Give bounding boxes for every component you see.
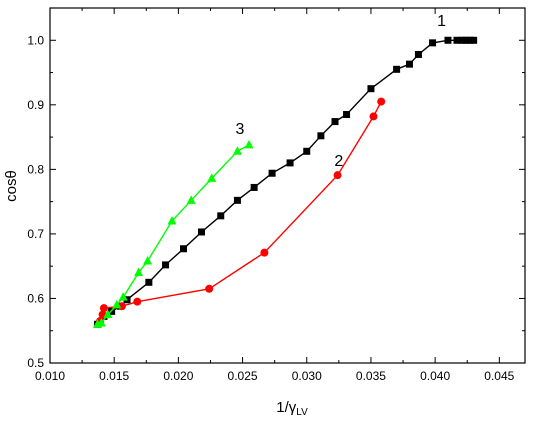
data-point-square	[331, 118, 339, 126]
data-point-square	[444, 36, 452, 44]
data-point-square	[470, 36, 478, 44]
x-tick-label: 0.025	[228, 369, 258, 383]
y-axis-title: cosθ	[3, 170, 20, 202]
data-point-square	[405, 60, 413, 68]
data-point-square	[393, 65, 401, 73]
series-layer	[93, 36, 478, 328]
data-point-triangle	[167, 216, 177, 225]
data-point-square	[286, 159, 294, 167]
axis-ticks	[49, 7, 525, 364]
series-labels: 1 2 3	[236, 13, 447, 170]
data-point-triangle	[207, 173, 217, 182]
data-point-square	[268, 169, 276, 177]
plot-frame	[49, 7, 526, 364]
series-label-3: 3	[236, 121, 245, 138]
data-point-square	[233, 196, 241, 204]
data-point-circle	[377, 97, 386, 106]
y-tick-label: 0.6	[27, 291, 44, 305]
y-tick-label: 0.9	[27, 98, 44, 112]
x-tick-label: 0.035	[356, 369, 386, 383]
data-point-triangle	[118, 292, 128, 301]
series-label-1: 1	[437, 13, 446, 30]
y-tick-label: 0.5	[27, 356, 44, 370]
data-point-square	[429, 39, 437, 47]
data-point-square	[145, 278, 153, 286]
data-point-circle	[205, 284, 214, 293]
data-point-triangle	[186, 195, 196, 204]
series-3	[93, 139, 254, 328]
y-tick-label: 1.0	[27, 33, 44, 47]
x-axis-title-main: 1/γ	[276, 399, 297, 416]
series-1	[94, 36, 478, 328]
y-tick-label: 0.8	[27, 162, 44, 176]
data-point-triangle	[134, 267, 144, 277]
data-point-square	[250, 183, 258, 191]
data-point-square	[162, 261, 170, 269]
data-point-square	[343, 111, 351, 118]
x-axis-title-sub: LV	[296, 407, 308, 418]
data-point-square	[197, 228, 205, 236]
series-2	[96, 97, 386, 326]
data-point-square	[303, 147, 311, 155]
data-point-square	[466, 36, 474, 44]
data-point-circle	[260, 248, 269, 257]
data-point-triangle	[96, 317, 106, 327]
series-line	[97, 144, 250, 325]
x-tick-label: 0.040	[420, 369, 450, 383]
tick-labels: 0.010 0.015 0.020 0.025 0.030 0.035 0.040 0.045…	[27, 33, 514, 383]
data-point-triangle	[112, 299, 122, 309]
data-point-triangle	[232, 146, 242, 155]
data-point-triangle	[143, 256, 153, 265]
data-point-triangle	[103, 309, 113, 319]
series-line	[96, 39, 474, 325]
x-tick-label: 0.010	[35, 369, 65, 383]
data-point-square	[317, 132, 325, 140]
x-tick-label: 0.020	[163, 369, 193, 383]
data-point-square	[217, 212, 225, 220]
data-point-square	[180, 245, 188, 253]
x-tick-label: 0.045	[484, 369, 514, 383]
x-axis-title: 1/γLV	[276, 399, 308, 418]
data-point-square	[462, 36, 470, 44]
data-point-square	[458, 36, 466, 44]
x-tick-label: 0.030	[292, 369, 322, 383]
data-point-square	[453, 36, 461, 44]
data-point-circle	[333, 171, 342, 180]
x-tick-label: 0.015	[99, 369, 129, 383]
data-point-triangle	[244, 139, 254, 149]
y-tick-label: 0.7	[27, 227, 44, 241]
data-point-square	[414, 50, 422, 58]
data-point-square	[367, 85, 375, 93]
series-label-2: 2	[334, 153, 343, 170]
data-point-circle	[133, 297, 142, 306]
data-point-circle	[99, 304, 108, 313]
data-point-circle	[369, 112, 378, 121]
